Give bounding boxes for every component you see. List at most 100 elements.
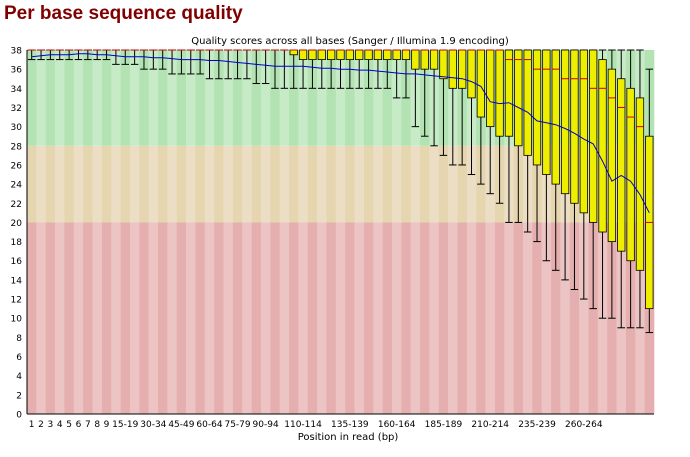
zone-reasonable-stripe [83,145,93,223]
box-100-104 [280,49,289,89]
zone-good-stripe [64,50,75,146]
x-tick-label: 30-34 [140,420,166,430]
zone-reasonable-stripe [345,145,355,223]
zone-good-stripe [92,50,103,146]
box-195-199 [458,49,467,166]
iqr-box [298,49,308,60]
zone-good-stripe [27,50,37,146]
zone-reasonable-stripe [195,145,206,223]
y-tick-label: 30 [11,123,23,133]
zone-poor-stripe [92,222,103,414]
zone-reasonable-stripe [139,145,149,223]
zone-reasonable-stripe [64,145,75,223]
zone-reasonable-stripe [466,145,477,223]
zone-reasonable-stripe [260,145,271,223]
zone-good-stripe [373,50,383,146]
zone-good-stripe [214,50,224,146]
zone-reasonable-stripe [45,145,56,223]
zone-reasonable-stripe [148,145,159,223]
box-125-129 [326,49,336,89]
x-tick-label: 8 [94,420,100,430]
zone-poor-stripe [317,222,327,414]
iqr-box [570,49,579,204]
iqr-box [467,49,476,99]
box-150-154 [373,49,383,89]
y-tick-label: 12 [11,296,22,306]
y-tick-label: 4 [16,372,22,382]
zone-poor-stripe [410,222,421,414]
zone-poor-stripe [260,222,271,414]
box-25-29 [139,49,149,70]
zone-poor-stripe [120,222,131,414]
zone-poor-stripe [466,222,477,414]
zone-good-stripe [317,50,327,146]
zone-reasonable-stripe [429,145,440,223]
iqr-box [486,49,495,128]
x-tick-label: 60-64 [196,420,222,430]
zone-good-stripe [111,50,121,146]
zone-reasonable-stripe [176,145,187,223]
box-260-264 [579,49,588,300]
box-70-74 [224,49,233,80]
zone-poor-stripe [373,222,383,414]
zone-reasonable-stripe [335,145,346,223]
x-tick-label: 90-94 [253,420,279,430]
zone-poor-stripe [139,222,149,414]
zone-reasonable-stripe [401,145,411,223]
box-265-269 [589,49,598,310]
iqr-box [401,49,411,60]
box-10-14 [111,49,121,65]
y-tick-label: 14 [11,276,23,286]
y-tick-label: 10 [11,315,23,325]
iqr-box [504,49,514,137]
y-tick-label: 24 [11,181,23,191]
box-45-49 [177,49,186,75]
box-240-244 [542,49,551,262]
zone-reasonable-stripe [382,145,393,223]
zone-poor-stripe [391,222,402,414]
zone-reasonable-stripe [410,145,421,223]
zone-poor-stripe [45,222,56,414]
zone-good-stripe [186,50,196,146]
zone-poor-stripe [307,222,318,414]
iqr-box [542,49,551,175]
iqr-box [373,49,383,60]
zone-poor-stripe [345,222,355,414]
box-120-124 [317,49,326,89]
y-tick-label: 0 [16,411,22,421]
zone-reasonable-stripe [326,145,337,223]
zone-poor-stripe [476,222,486,414]
box-180-184 [429,49,439,147]
zone-poor-stripe [494,222,505,414]
zone-poor-stripe [73,222,84,414]
x-tick-label: 1 [29,420,35,430]
box-225-229 [514,49,523,223]
box-60-64 [205,49,214,80]
zone-reasonable-stripe [289,145,299,223]
zone-poor-stripe [326,222,337,414]
quality-zones [27,50,655,414]
iqr-box [308,49,317,60]
zone-reasonable-stripe [129,145,140,223]
zone-poor-stripe [504,222,514,414]
zone-poor-stripe [223,222,234,414]
box-105-109 [289,49,298,89]
x-tick-label: 185-189 [425,420,463,430]
box-6 [74,49,83,61]
box-3 [46,49,55,61]
y-tick-label: 2 [16,391,22,401]
box-175-179 [420,49,429,137]
box-75-79 [233,49,242,80]
zone-good-stripe [195,50,206,146]
x-tick-label: 5 [66,420,72,430]
iqr-box [411,49,420,70]
zone-good-stripe [232,50,243,146]
box-290-294 [635,49,645,329]
x-tick-label: 45-49 [168,420,194,430]
iqr-box [579,49,588,214]
zone-reasonable-stripe [354,145,365,223]
boxes [27,49,654,334]
x-tick-label: 9 [104,420,110,430]
zone-good-stripe [354,50,365,146]
zone-good-stripe [223,50,234,146]
